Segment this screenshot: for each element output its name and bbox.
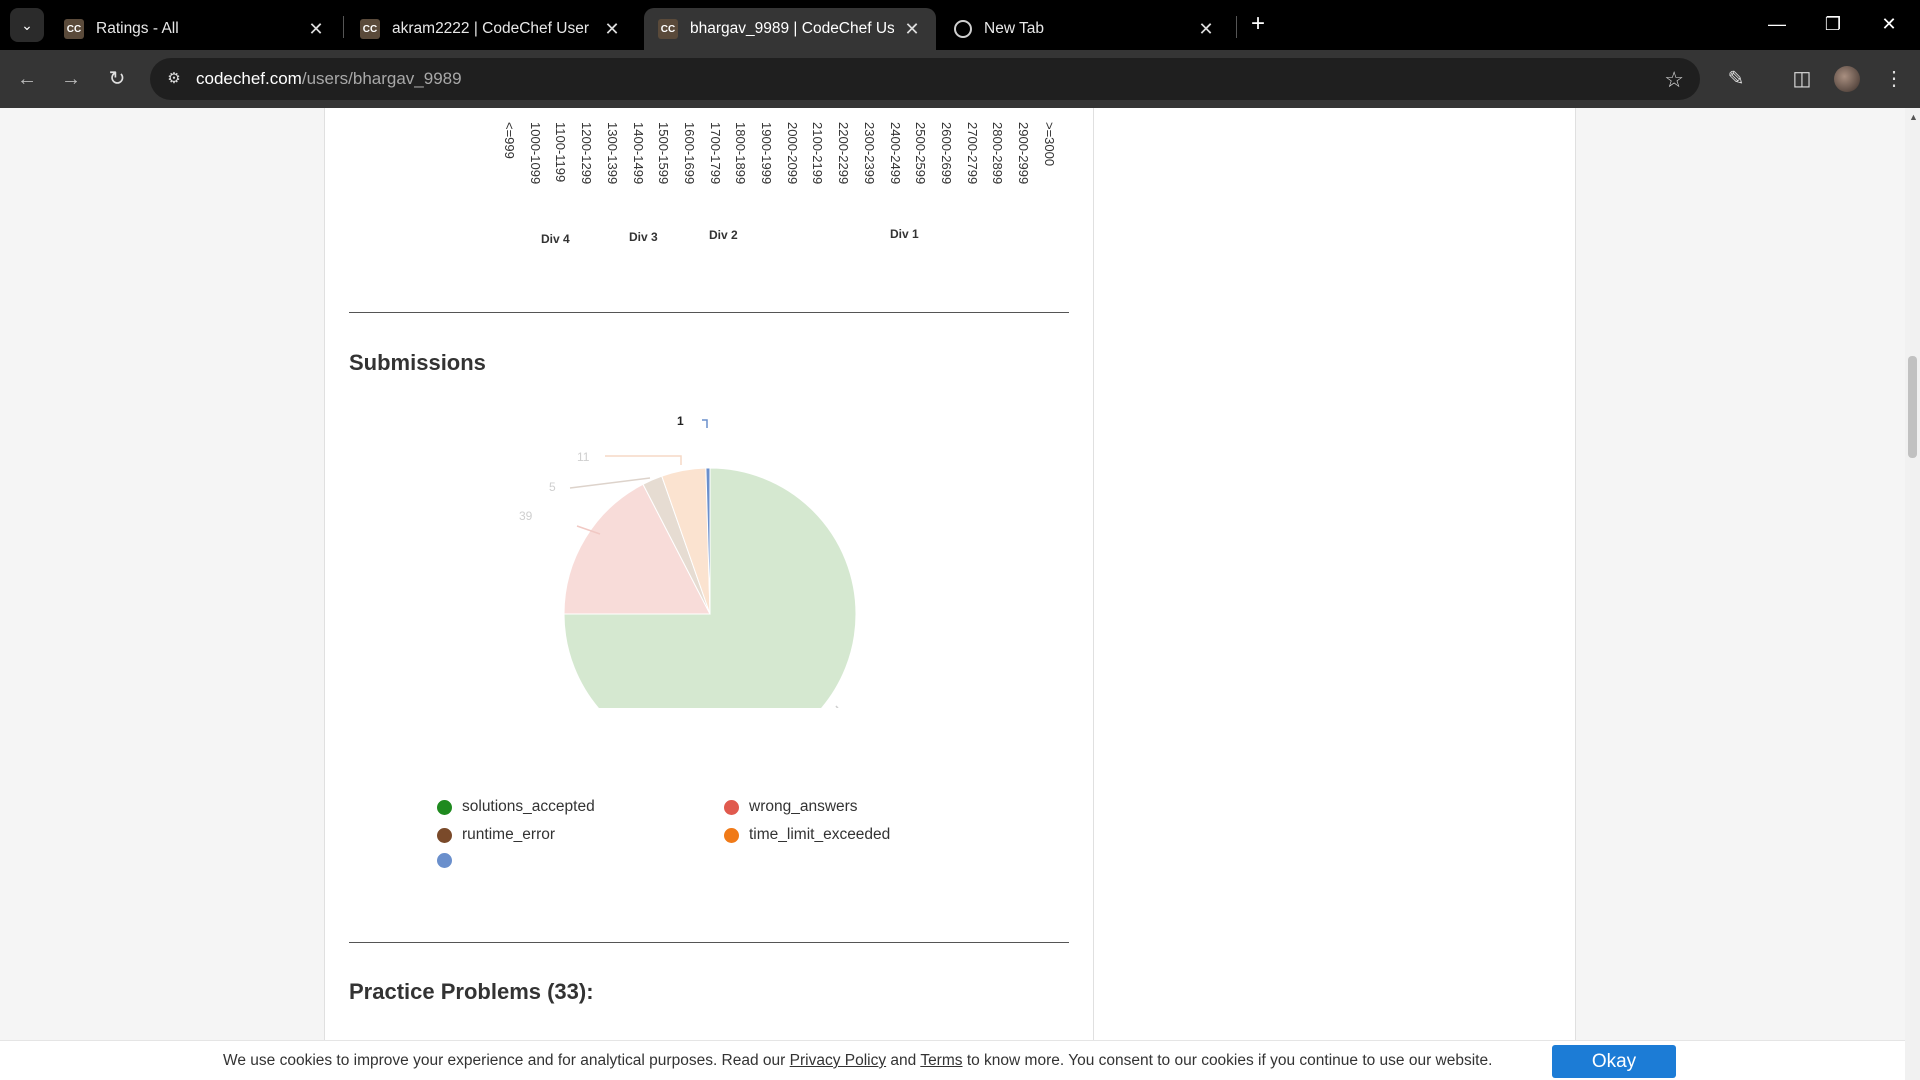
section-divider: [349, 312, 1069, 313]
restore-icon[interactable]: ❐: [1824, 14, 1842, 34]
section-divider: [349, 942, 1069, 943]
browser-toolbar: ← → ↻ ⚙ codechef.com/users/bhargav_9989 …: [0, 50, 1920, 108]
legend-dot-icon: [724, 799, 739, 815]
cookie-consent-bar: We use cookies to improve your experienc…: [0, 1040, 1905, 1080]
tab-ratings[interactable]: CC Ratings - All ✕: [50, 8, 340, 50]
legend-dot-icon: [724, 827, 739, 843]
tab-title: bhargav_9989 | CodeChef User Profile: [690, 20, 894, 37]
legend-dot-icon: [437, 799, 452, 815]
pie-leader-line: [569, 477, 651, 489]
site-settings-icon[interactable]: ⚙: [167, 70, 181, 87]
tab-search-dropdown-icon[interactable]: ⌄: [10, 8, 44, 42]
minimize-icon[interactable]: —: [1768, 14, 1786, 34]
legend-label: wrong_answers: [749, 798, 858, 815]
legend-item[interactable]: runtime_error: [437, 826, 555, 844]
profile-avatar[interactable]: [1834, 66, 1860, 92]
tab-title: Ratings - All: [96, 20, 179, 37]
page-scrollbar[interactable]: ▲: [1905, 108, 1920, 1080]
profile-side-card: [1094, 108, 1576, 1080]
practice-problems-title: Practice Problems (33):: [349, 979, 594, 1004]
scroll-thumb[interactable]: [1908, 356, 1917, 458]
pie-leader-line: [835, 705, 839, 708]
codechef-favicon-icon: CC: [360, 19, 380, 39]
extensions-puzzle-icon[interactable]: ✎: [1727, 68, 1745, 90]
pie-slice-wrong_answers[interactable]: [563, 483, 711, 615]
globe-icon: [954, 20, 972, 38]
terms-link[interactable]: Terms: [920, 1052, 963, 1069]
division-label: Div 2: [709, 228, 738, 242]
legend-item[interactable]: time_limit_exceeded: [724, 826, 890, 844]
legend-label: solutions_accepted: [462, 798, 595, 815]
close-icon[interactable]: ✕: [904, 18, 920, 39]
close-icon[interactable]: ✕: [604, 18, 620, 39]
reload-icon[interactable]: ↻: [108, 68, 126, 90]
side-panel-icon[interactable]: ◫: [1792, 68, 1812, 90]
division-label: Div 4: [541, 232, 570, 246]
pie-value-label: 39: [519, 509, 533, 523]
legend-dot-icon: [437, 827, 452, 843]
cookie-text-before: We use cookies to improve your experienc…: [223, 1052, 790, 1069]
submissions-title: Submissions: [349, 350, 486, 375]
scroll-up-arrow-icon[interactable]: ▲: [1909, 112, 1918, 122]
close-icon[interactable]: ✕: [308, 18, 324, 39]
close-icon[interactable]: ✕: [1198, 18, 1214, 39]
url-host: codechef.com: [196, 69, 302, 88]
legend-dot-icon: [437, 853, 452, 868]
legend-item[interactable]: [437, 853, 462, 868]
privacy-policy-link[interactable]: Privacy Policy: [789, 1052, 887, 1069]
submissions-pie-chart: 168395111: [519, 414, 857, 708]
cookie-text-and: and: [886, 1052, 921, 1069]
kebab-menu-icon[interactable]: ⋮: [1884, 68, 1904, 90]
pie-leader-line: [702, 419, 708, 428]
new-tab-plus-icon[interactable]: +: [1250, 10, 1265, 37]
pie-value-label: 1: [677, 414, 684, 428]
pie-leader-line: [605, 455, 682, 465]
page-viewport: <=999 1000-1099 1100-1199 1200-1299 1300-139…: [0, 108, 1905, 1080]
legend-item[interactable]: solutions_accepted: [437, 798, 595, 816]
tab-title: New Tab: [984, 20, 1045, 37]
tab-separator: [343, 16, 344, 38]
window-close-icon[interactable]: ✕: [1881, 14, 1897, 34]
cookie-message: We use cookies to improve your experienc…: [223, 1052, 1492, 1070]
tab-bhargav-9989[interactable]: CC bhargav_9989 | CodeChef User Profile …: [644, 8, 936, 50]
tab-akram2222[interactable]: CC akram2222 | CodeChef User Profile ✕: [346, 8, 636, 50]
cookie-text-after: to know more. You consent to our cookies…: [962, 1052, 1493, 1069]
back-arrow-icon[interactable]: ←: [17, 68, 37, 90]
pie-leader-line: [576, 525, 601, 535]
forward-arrow-icon[interactable]: →: [61, 68, 81, 90]
pie-value-label: 5: [549, 480, 556, 494]
codechef-favicon-icon: CC: [64, 19, 84, 39]
tab-new-tab[interactable]: New Tab ✕: [940, 8, 1230, 50]
pie-slice-other[interactable]: [705, 467, 711, 615]
legend-item[interactable]: wrong_answers: [724, 798, 858, 816]
url-path: /users/bhargav_9989: [301, 69, 462, 88]
division-label: Div 1: [890, 227, 919, 241]
tab-separator: [1236, 16, 1237, 38]
tab-strip: ⌄ CC Ratings - All ✕ CC akram2222 | Code…: [0, 0, 1920, 50]
division-label: Div 3: [629, 230, 658, 244]
address-bar[interactable]: ⚙ codechef.com/users/bhargav_9989 ☆: [150, 58, 1700, 100]
tab-title: akram2222 | CodeChef User Profile: [392, 20, 594, 37]
okay-button[interactable]: Okay: [1552, 1045, 1676, 1078]
bookmark-star-icon[interactable]: ☆: [1664, 67, 1684, 92]
codechef-favicon-icon: CC: [658, 19, 678, 39]
url-text[interactable]: codechef.com/users/bhargav_9989: [196, 69, 462, 89]
legend-label: time_limit_exceeded: [749, 826, 891, 843]
profile-main-card: <=999 1000-1099 1100-1199 1200-1299 1300-139…: [324, 108, 1094, 1080]
pie-value-label: 11: [577, 450, 590, 464]
legend-label: runtime_error: [462, 826, 556, 843]
